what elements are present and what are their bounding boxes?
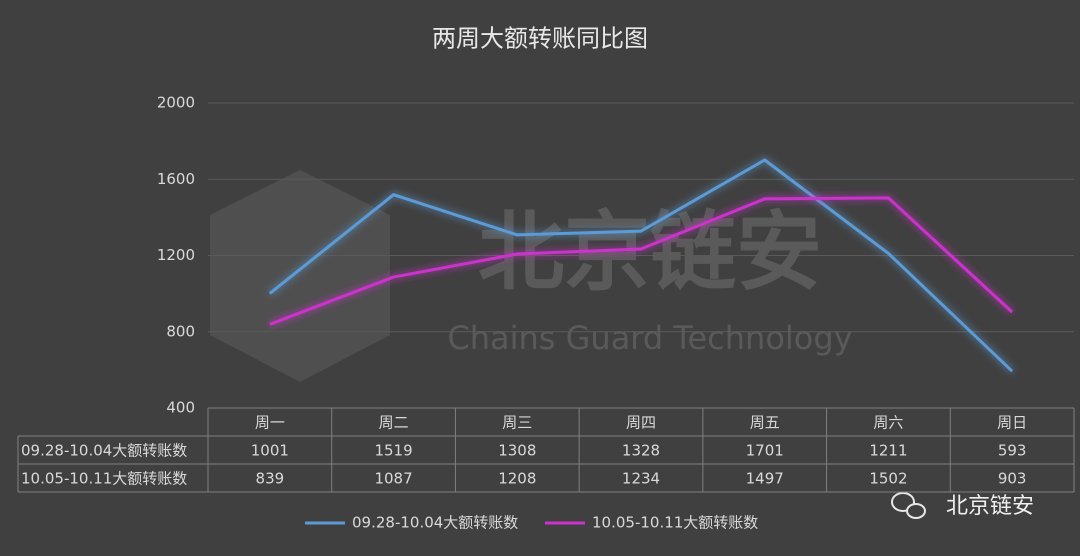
brand-label: 北京链安: [946, 494, 1034, 519]
table-row-label: 09.28-10.04大额转账数: [21, 442, 187, 460]
x-tick-label: 周六: [873, 414, 903, 432]
legend-label: 09.28-10.04大额转账数: [352, 514, 518, 532]
x-tick-label: 周五: [750, 414, 780, 432]
table-row-label: 10.05-10.11大额转账数: [21, 470, 187, 488]
y-tick-label: 400: [166, 399, 195, 417]
y-tick-label: 800: [166, 322, 195, 340]
table-cell: 1001: [251, 442, 289, 460]
wechat-icon: [891, 492, 926, 519]
x-tick-label: 周四: [626, 414, 656, 432]
table-cell: 839: [256, 470, 285, 488]
table-cell: 1701: [746, 442, 784, 460]
table-cell: 1497: [746, 470, 784, 488]
table-cell: 1328: [622, 442, 660, 460]
table-cell: 593: [998, 442, 1027, 460]
watermark-logo: [210, 170, 390, 382]
table-cell: 1211: [869, 442, 907, 460]
y-tick-label: 2000: [157, 94, 195, 112]
y-tick-label: 1200: [157, 246, 195, 264]
y-tick-label: 1600: [157, 170, 195, 188]
table-cell: 1519: [374, 442, 412, 460]
series-line: [268, 158, 1014, 373]
watermark-subtext: Chains Guard Technology: [447, 319, 852, 357]
x-tick-label: 周三: [502, 414, 532, 432]
table-cell: 1502: [869, 470, 907, 488]
table-cell: 1208: [498, 470, 536, 488]
table-cell: 1308: [498, 442, 536, 460]
series-line: [269, 196, 1014, 326]
x-tick-label: 周一: [255, 414, 285, 432]
chart-title: 两周大额转账同比图: [432, 25, 648, 53]
table-cell: 1087: [374, 470, 412, 488]
table-cell: 1234: [622, 470, 660, 488]
x-tick-label: 周日: [997, 414, 1027, 432]
table-cell: 903: [998, 470, 1027, 488]
legend-label: 10.05-10.11大额转账数: [592, 514, 758, 532]
x-tick-label: 周二: [379, 414, 409, 432]
